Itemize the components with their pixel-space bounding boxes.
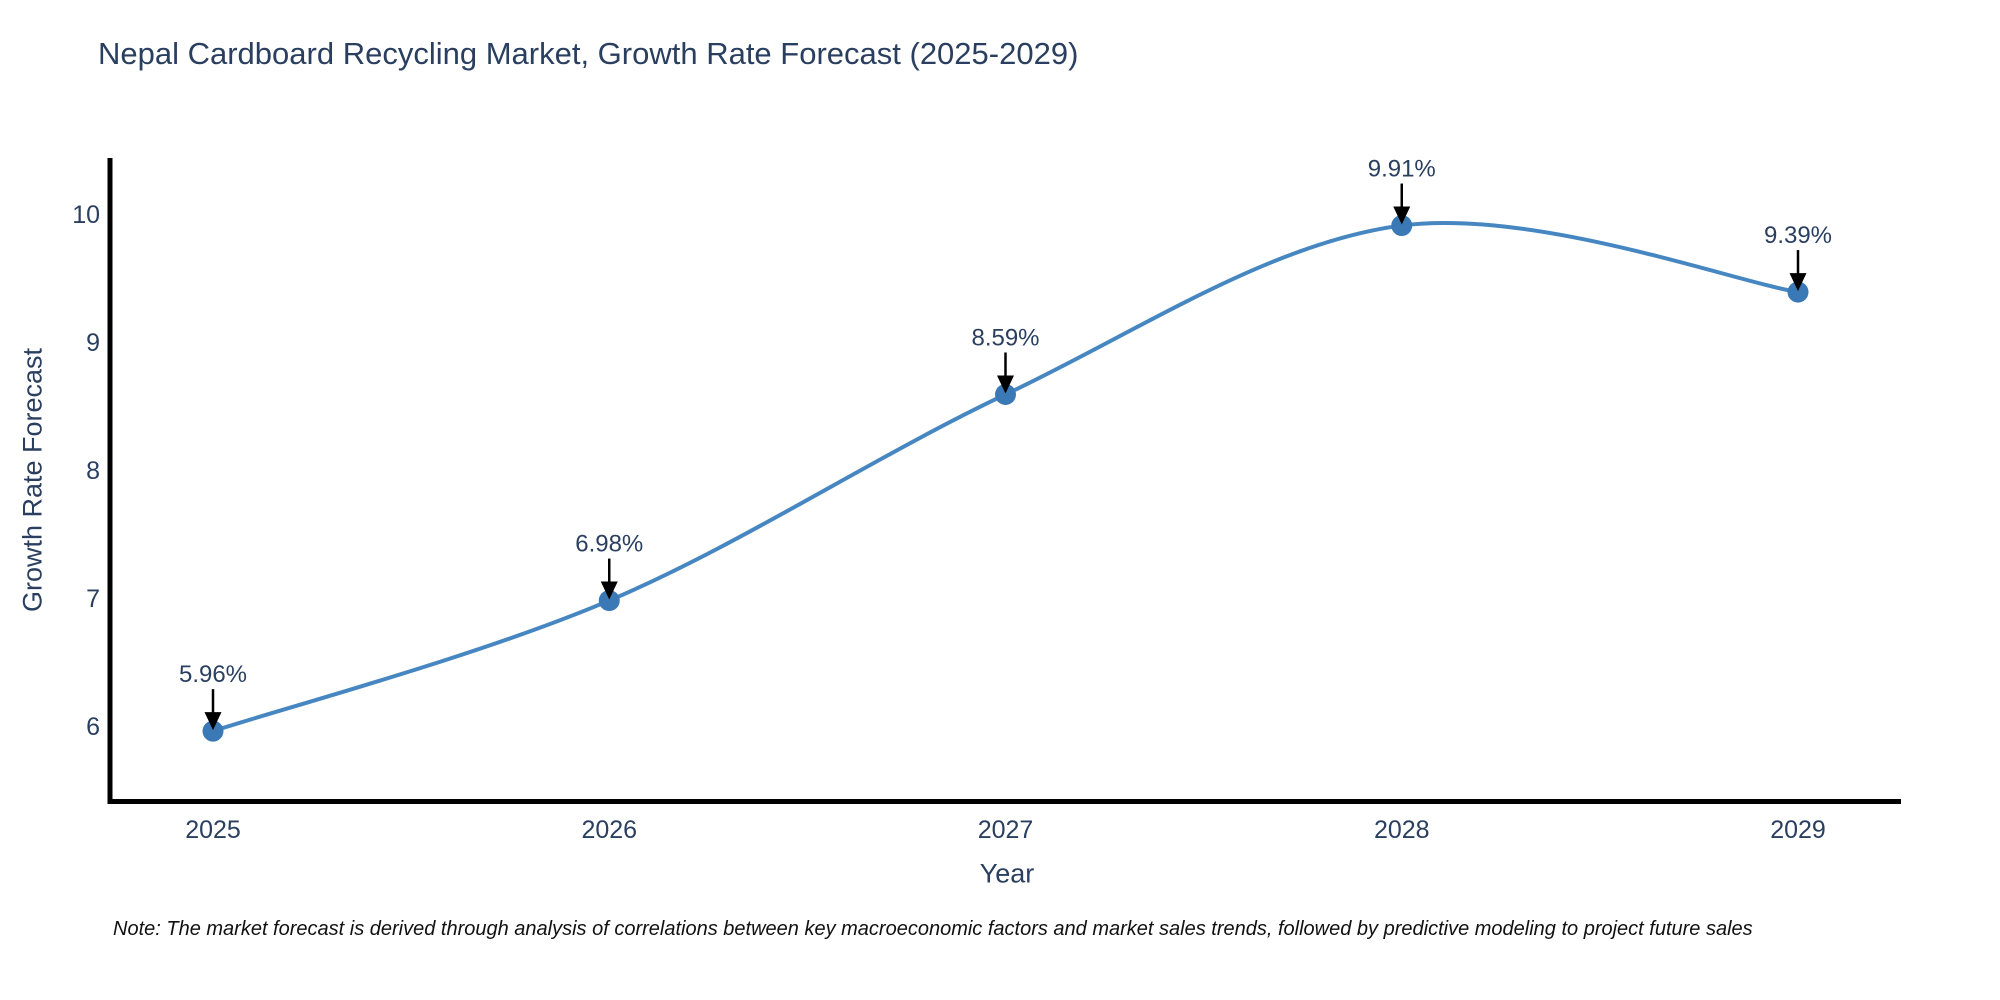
annotation-arrow-head: [1789, 273, 1807, 292]
y-tick-label: 10: [72, 201, 100, 229]
y-tick-label: 6: [86, 713, 100, 741]
data-point-label: 5.96%: [179, 661, 247, 688]
y-tick-label: 8: [86, 457, 100, 485]
annotation-arrow-head: [600, 581, 618, 600]
data-point-marker: [995, 383, 1016, 405]
data-point-label: 6.98%: [575, 531, 643, 558]
data-point-marker: [1391, 215, 1413, 237]
x-tick-label: 2025: [185, 816, 241, 844]
x-axis-title: Year: [979, 858, 1035, 889]
x-tick-label: 2026: [581, 816, 637, 844]
x-tick-label: 2028: [1374, 816, 1430, 844]
data-point-marker: [202, 720, 224, 742]
trend-line: [212, 220, 1799, 734]
data-point-label: 8.59%: [971, 324, 1039, 351]
x-tick-label: 2027: [978, 816, 1034, 844]
data-point-label: 9.91%: [1368, 156, 1436, 183]
data-point-marker: [1787, 281, 1809, 303]
data-point-label: 9.39%: [1764, 222, 1832, 249]
data-point-marker: [598, 590, 620, 612]
footnote: Note: The market forecast is derived thr…: [113, 918, 1753, 940]
y-tick-label: 9: [86, 329, 100, 357]
chart-title: Nepal Cardboard Recycling Market, Growth…: [98, 36, 1079, 71]
x-tick-label: 2029: [1770, 816, 1826, 844]
annotation-arrow-head: [204, 712, 222, 731]
annotation-arrow-head: [997, 375, 1014, 394]
annotation-arrow-head: [1393, 206, 1411, 225]
y-tick-label: 7: [86, 585, 100, 613]
